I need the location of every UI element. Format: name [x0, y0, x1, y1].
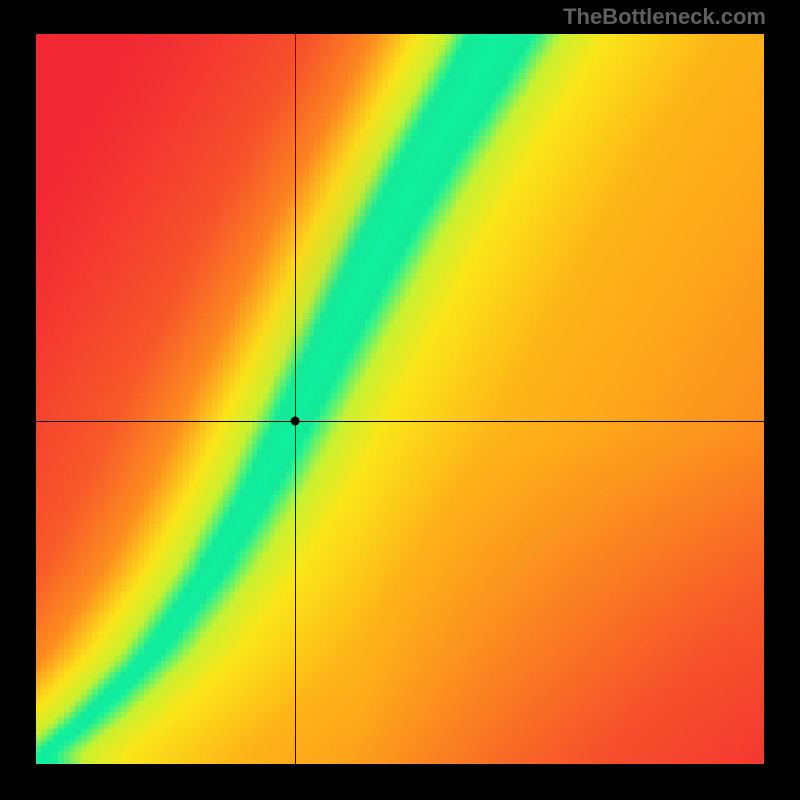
- plot-area: [36, 34, 764, 764]
- heatmap-canvas: [36, 34, 764, 764]
- crosshair-horizontal: [36, 421, 764, 422]
- crosshair-marker: [291, 416, 300, 425]
- watermark-text: TheBottleneck.com: [563, 4, 766, 30]
- crosshair-vertical: [295, 34, 296, 764]
